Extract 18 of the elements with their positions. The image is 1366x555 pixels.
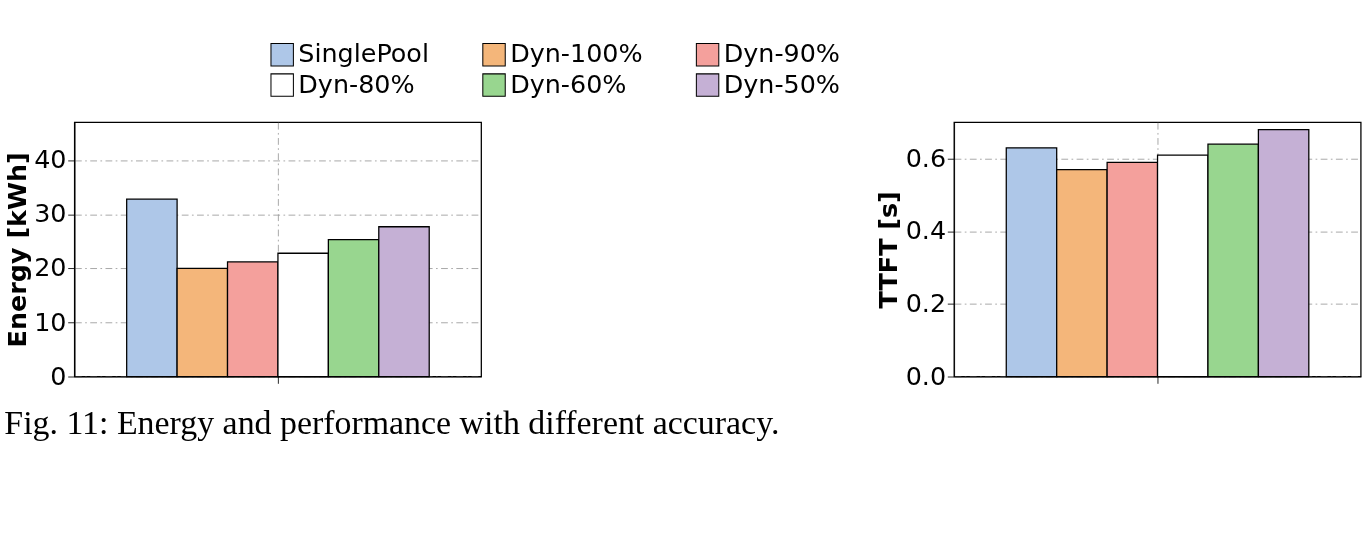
y-tick-label: 40	[34, 144, 67, 175]
y-tick-label: 0.0	[905, 360, 947, 391]
legend-label: Dyn-60%	[510, 68, 627, 99]
y-tick-label: 20	[34, 252, 67, 283]
legend-label: Dyn-80%	[298, 68, 415, 99]
y-tick-label: 30	[34, 198, 67, 229]
y-axis-title: TTFT [s]	[873, 191, 904, 309]
y-tick-label: 0.6	[905, 142, 947, 173]
caption: Fig. 11: Energy and performance with different accuracy.	[4, 403, 780, 441]
y-axis-title: Energy [kWh]	[1, 152, 32, 348]
legend-label: SinglePool	[298, 38, 429, 69]
legend-label: Dyn-90%	[723, 38, 841, 69]
y-tick-label: 10	[34, 306, 67, 337]
y-tick-label: 0.2	[905, 288, 947, 318]
y-tick-label: 0.4	[905, 215, 947, 246]
legend-label: Dyn-100%	[510, 38, 643, 69]
y-tick-label: 0	[50, 360, 67, 391]
legend-label: Dyn-50%	[723, 68, 841, 99]
